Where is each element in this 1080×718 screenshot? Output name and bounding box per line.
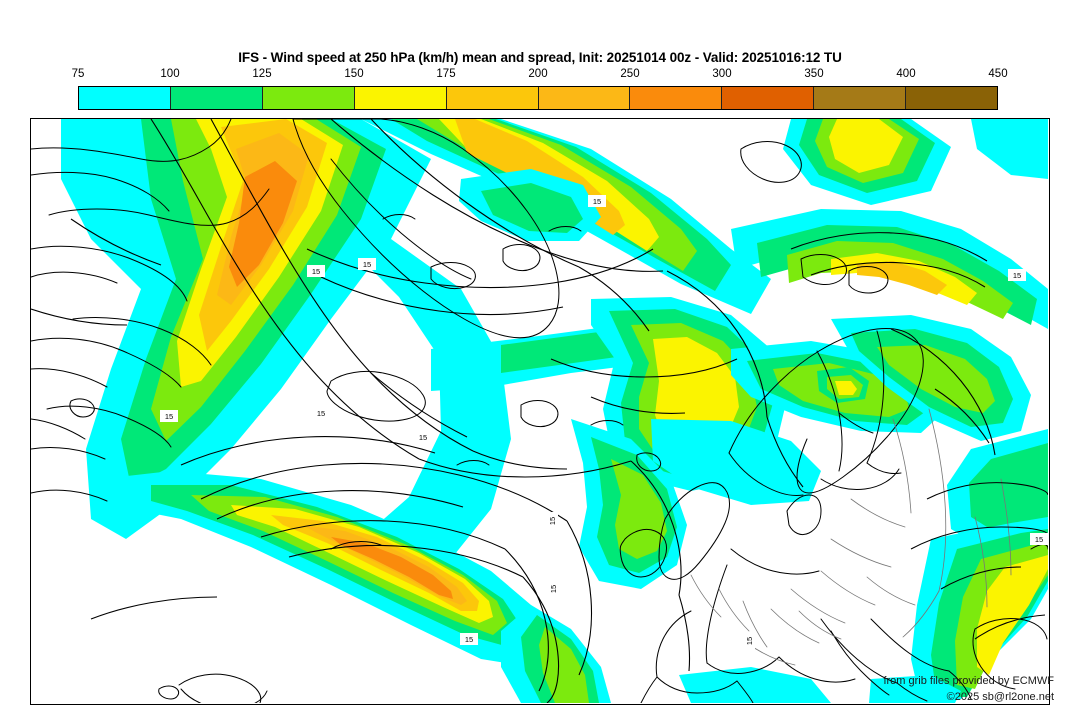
wind-speed-band bbox=[977, 555, 1048, 675]
svg-text:15: 15 bbox=[593, 197, 601, 206]
wind-speed-band bbox=[969, 443, 1048, 537]
wind-speed-band bbox=[331, 537, 453, 599]
svg-text:15: 15 bbox=[1035, 535, 1043, 544]
wind-speed-filled-contours bbox=[61, 119, 1048, 703]
wind-speed-band bbox=[829, 119, 903, 173]
chart-title: IFS - Wind speed at 250 hPa (km/h) mean … bbox=[238, 50, 842, 65]
wind-speed-band bbox=[539, 627, 589, 703]
colorbar-segment bbox=[170, 87, 263, 109]
svg-text:15: 15 bbox=[165, 412, 173, 421]
svg-text:15: 15 bbox=[312, 267, 320, 276]
wind-speed-band bbox=[231, 505, 493, 623]
colorbar-segment bbox=[814, 87, 907, 109]
colorbar-segment bbox=[630, 87, 723, 109]
svg-text:15: 15 bbox=[549, 585, 558, 593]
wind-speed-band bbox=[481, 183, 583, 233]
svg-text:15: 15 bbox=[363, 260, 371, 269]
wind-speed-band bbox=[877, 345, 995, 413]
colorbar-tick: 125 bbox=[252, 68, 272, 80]
colorbar bbox=[78, 86, 998, 110]
wind-speed-band bbox=[679, 667, 831, 703]
wind-speed-band bbox=[611, 459, 667, 559]
wind-speed-band bbox=[857, 261, 947, 295]
svg-text:15: 15 bbox=[548, 517, 557, 525]
colorbar-tick: 450 bbox=[988, 68, 1008, 80]
contour-value-labels: 15 15 15 15 bbox=[160, 195, 1048, 650]
wind-speed-band bbox=[361, 239, 511, 589]
wind-speed-band bbox=[971, 119, 1048, 179]
colorbar-segment bbox=[722, 87, 815, 109]
map-canvas: 15 15 15 15 bbox=[31, 119, 1048, 703]
wind-speed-band bbox=[869, 675, 961, 703]
colorbar-tick: 200 bbox=[528, 68, 548, 80]
colorbar-segment bbox=[262, 87, 355, 109]
svg-text:15: 15 bbox=[1013, 271, 1021, 280]
colorbar-segments bbox=[78, 86, 998, 110]
colorbar-segment bbox=[354, 87, 447, 109]
colorbar-tick: 75 bbox=[71, 68, 85, 80]
colorbar-tick-labels: 75 100 125 150 175 200 250 300 350 400 450 bbox=[72, 68, 1008, 84]
svg-text:15: 15 bbox=[745, 637, 754, 645]
colorbar-segment bbox=[538, 87, 631, 109]
wind-speed-band bbox=[835, 381, 857, 395]
colorbar-tick: 150 bbox=[344, 68, 364, 80]
colorbar-tick: 350 bbox=[804, 68, 824, 80]
svg-text:15: 15 bbox=[317, 409, 325, 418]
colorbar-tick: 250 bbox=[620, 68, 640, 80]
colorbar-tick: 175 bbox=[436, 68, 456, 80]
svg-text:15: 15 bbox=[465, 635, 473, 644]
svg-text:15: 15 bbox=[419, 433, 427, 442]
colorbar-tick: 300 bbox=[712, 68, 732, 80]
colorbar-segment bbox=[906, 87, 998, 109]
colorbar-tick: 400 bbox=[896, 68, 916, 80]
colorbar-segment bbox=[79, 87, 171, 109]
colorbar-tick: 100 bbox=[160, 68, 180, 80]
map-panel[interactable]: 15 15 15 15 bbox=[30, 118, 1050, 705]
wind-speed-band bbox=[229, 161, 297, 287]
colorbar-segment bbox=[446, 87, 539, 109]
